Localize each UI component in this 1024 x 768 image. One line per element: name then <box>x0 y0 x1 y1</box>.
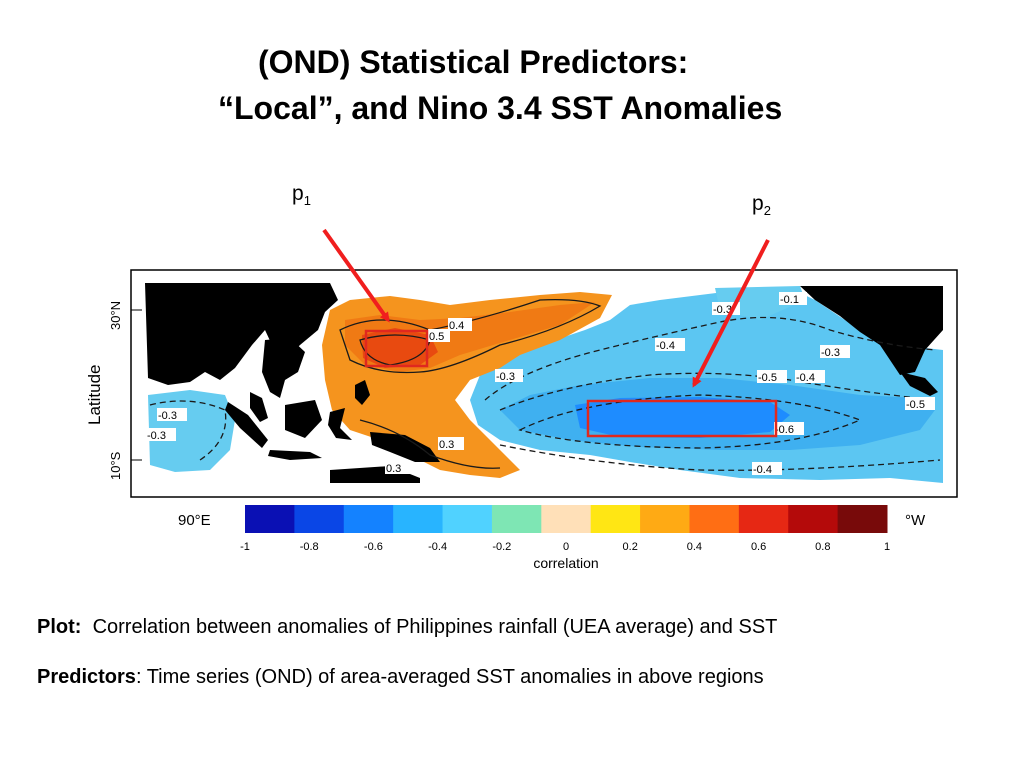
colorbar-tick-label: 1 <box>884 541 890 553</box>
contour-label: -0.4 <box>796 372 815 384</box>
colorbar-label: correlation <box>533 555 598 571</box>
asia-land <box>145 283 338 385</box>
camerica-land <box>900 372 938 396</box>
map-area: 0.5 0.4 -0.3 0.3 0.3 -0.3 -0.4 -0.3 -0.1… <box>145 283 943 483</box>
lon-label-east: 90°E <box>178 512 211 529</box>
contour-label: 0.3 <box>439 439 454 451</box>
contour-label: -0.3 <box>713 304 732 316</box>
philippines-land <box>355 380 370 405</box>
contour-label-group: 0.5 0.4 -0.3 0.3 0.3 -0.3 -0.4 -0.3 -0.1… <box>146 292 935 476</box>
colorbar-tick-label: -0.2 <box>492 541 511 553</box>
contour-cool-outer <box>484 316 936 401</box>
colorbar-tick-label: 0.8 <box>815 541 830 553</box>
contour-warm-inner <box>359 334 431 366</box>
colorbar-swatch <box>294 505 345 533</box>
colorbar-tick-label: 0.4 <box>687 541 702 553</box>
colorbar-swatch <box>491 505 542 533</box>
predictors-caption: Predictors: Time series (OND) of area-av… <box>37 666 764 689</box>
land-masses <box>145 283 943 483</box>
correlation-map-figure: 0.5 0.4 -0.3 0.3 0.3 -0.3 -0.4 -0.3 -0.1… <box>85 228 958 571</box>
cool-core-region <box>575 397 790 438</box>
contour-cool-south <box>499 444 941 471</box>
malay-land <box>250 392 268 422</box>
contour-label: -0.4 <box>656 340 675 352</box>
colorbar-swatch <box>738 505 789 533</box>
namerica-land <box>800 286 943 375</box>
colorbar <box>245 505 888 533</box>
newguinea-land <box>370 432 440 462</box>
arrow-p1 <box>322 228 390 323</box>
contour-label: -0.3 <box>821 347 840 359</box>
contour-label: -0.5 <box>758 372 777 384</box>
plot-caption-label: Plot: <box>37 616 82 638</box>
colorbar-tick-label: 0.6 <box>751 541 766 553</box>
colorbar-swatch <box>393 505 444 533</box>
title-line-1: (OND) Statistical Predictors: <box>258 44 689 80</box>
colorbar-tick-label: -0.8 <box>300 541 319 553</box>
colorbar-tick-label: 0 <box>563 541 569 553</box>
predictors-caption-text: : Time series (OND) of area-averaged SST… <box>135 666 764 688</box>
lat-tick-30n: 30°N <box>108 301 123 330</box>
colorbar-swatch <box>442 505 493 533</box>
colorbar-swatch <box>640 505 690 533</box>
contour-warm-south <box>359 419 501 469</box>
colorbar-swatch <box>590 505 641 533</box>
predictor-box-p1 <box>364 329 429 368</box>
colorbar-tick-label: -1 <box>240 541 250 553</box>
colorbar-tick-label: -0.6 <box>364 541 383 553</box>
y-axis-label: Latitude <box>85 365 104 426</box>
contour-label: -0.3 <box>147 430 166 442</box>
contour-west-cool <box>149 400 227 461</box>
colorbar-swatch <box>837 505 888 533</box>
contour-label: -0.4 <box>753 464 772 476</box>
indochina-land <box>262 338 305 398</box>
colorbar-swatch <box>343 505 394 533</box>
predictor-box-p2 <box>586 399 778 438</box>
contour-label: -0.3 <box>496 371 515 383</box>
contour-label: 0.5 <box>429 331 444 343</box>
colorbar-swatch <box>541 505 592 533</box>
predictors-caption-label: Predictors <box>37 666 136 688</box>
contour-label: -0.5 <box>906 399 925 411</box>
java-land <box>268 450 322 460</box>
colorbar-ticks: -1 -0.8 -0.6 -0.4 -0.2 0 0.2 0.4 0.6 0.8 1 <box>240 541 890 553</box>
borneo-land <box>285 400 322 438</box>
colorbar-tick-label: -0.4 <box>428 541 447 553</box>
plot-caption: Plot: Correlation between anomalies of P… <box>37 616 777 639</box>
contour-label: -0.3 <box>158 410 177 422</box>
contour-cool-mid <box>499 372 936 411</box>
predictor-p1-label: p1 <box>292 182 311 209</box>
contour-label: -0.1 <box>780 294 799 306</box>
colorbar-swatch <box>689 505 740 533</box>
arrow-p2 <box>692 239 770 388</box>
colorbar-tick-label: 0.2 <box>623 541 638 553</box>
contour-label: 0.4 <box>449 320 464 332</box>
title-line-2: “Local”, and Nino 3.4 SST Anomalies <box>218 90 783 126</box>
lat-tick-10s: 10°S <box>108 451 123 480</box>
predictor-p2-label: p2 <box>752 192 771 219</box>
sulawesi-land <box>328 408 352 440</box>
colorbar-swatch <box>245 505 295 533</box>
colorbar-swatch <box>788 505 839 533</box>
plot-caption-text: Correlation between anomalies of Philipp… <box>92 616 778 638</box>
contour-label: -0.6 <box>775 424 794 436</box>
contour-label: 0.3 <box>386 463 401 475</box>
sumatra-land <box>225 402 268 448</box>
lon-label-west: °W <box>905 512 926 529</box>
